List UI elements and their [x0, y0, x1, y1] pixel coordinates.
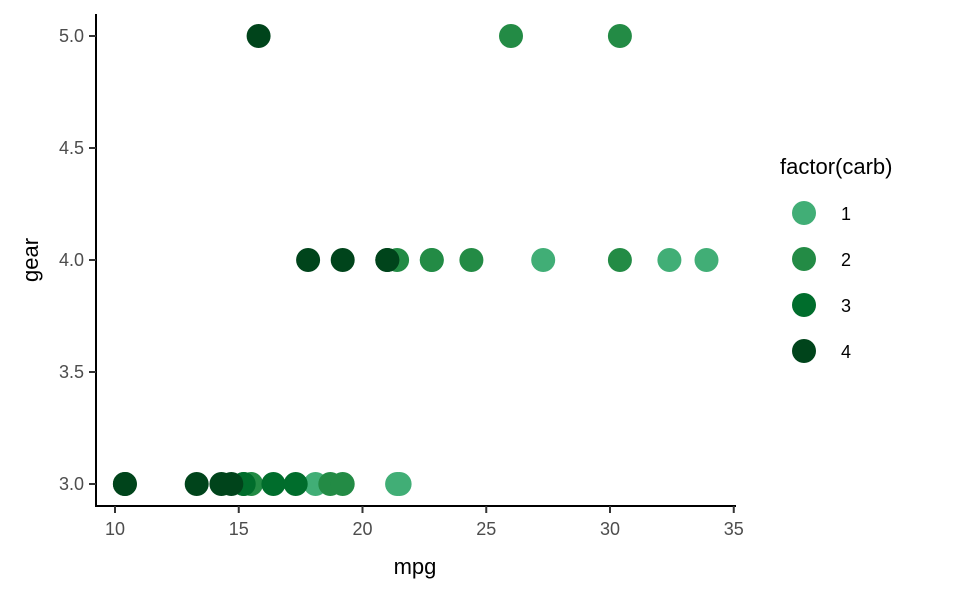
y-tick-label: 4.0 — [59, 250, 84, 270]
y-tick-label: 4.5 — [59, 138, 84, 158]
y-tick-label: 3.0 — [59, 474, 84, 494]
data-point — [184, 472, 209, 496]
legend-key — [792, 247, 816, 271]
data-point — [657, 248, 682, 272]
legend-items: 1 2 3 4 — [792, 201, 851, 363]
x-tick-label: 35 — [724, 519, 744, 539]
data-point — [261, 472, 286, 496]
data-point — [219, 472, 244, 496]
data-point — [283, 472, 308, 496]
legend-key — [792, 293, 816, 317]
x-tick-label: 15 — [229, 519, 249, 539]
x-axis-ticks: 10 15 20 25 30 35 — [105, 506, 744, 539]
data-point — [607, 24, 632, 48]
legend-label: 2 — [841, 250, 851, 270]
data-point — [375, 248, 400, 272]
legend-label: 3 — [841, 296, 851, 316]
legend-label: 1 — [841, 204, 851, 224]
x-axis-title: mpg — [394, 554, 437, 579]
data-point — [330, 248, 355, 272]
y-axis-ticks: 3.0 3.5 4.0 4.5 5.0 — [59, 26, 96, 494]
x-tick-label: 10 — [105, 519, 125, 539]
legend-title: factor(carb) — [780, 154, 892, 179]
data-point — [112, 472, 137, 496]
data-point — [499, 24, 523, 48]
data-point — [387, 472, 412, 496]
y-axis-title: gear — [18, 238, 43, 282]
y-tick-label: 3.5 — [59, 362, 84, 382]
x-tick-label: 25 — [476, 519, 496, 539]
data-point — [459, 248, 484, 272]
y-tick-label: 5.0 — [59, 26, 84, 46]
data-point — [607, 248, 632, 272]
x-tick-label: 20 — [352, 519, 372, 539]
legend-key — [792, 201, 816, 225]
data-point — [694, 248, 719, 272]
legend: factor(carb) 1 2 3 4 — [780, 154, 892, 363]
x-tick-label: 30 — [600, 519, 620, 539]
legend-label: 4 — [841, 342, 851, 362]
points-layer — [112, 24, 719, 496]
data-point — [296, 248, 321, 272]
data-point — [246, 24, 271, 48]
data-point — [531, 248, 556, 272]
data-point — [419, 248, 444, 272]
legend-key — [792, 339, 816, 363]
data-point — [330, 472, 355, 496]
